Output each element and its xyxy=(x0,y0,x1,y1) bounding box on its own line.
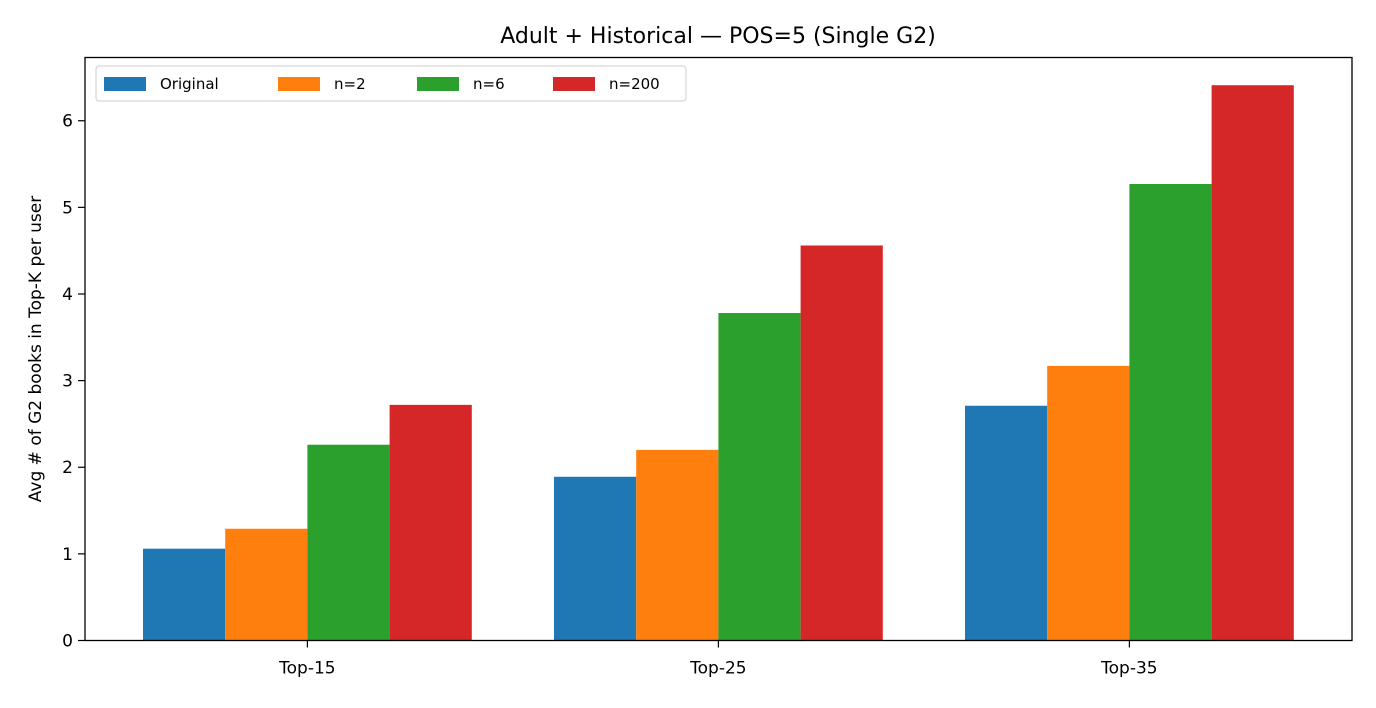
legend-label: n=200 xyxy=(609,75,660,93)
y-axis-label: Avg # of G2 books in Top-K per user xyxy=(26,196,46,502)
y-tick-label: 0 xyxy=(62,632,73,652)
bars-layer xyxy=(143,85,1294,641)
bar-n-200-top-15 xyxy=(389,404,472,641)
bar-n-200-top-35 xyxy=(1211,85,1294,641)
y-tick-label: 5 xyxy=(62,198,73,218)
bar-n-2-top-15 xyxy=(225,528,308,641)
y-tick-label: 3 xyxy=(62,372,73,392)
y-tick-label: 2 xyxy=(62,458,73,478)
plot-frame xyxy=(84,56,1353,642)
x-tick-label: Top-15 xyxy=(278,659,335,679)
bar-n-6-top-25 xyxy=(718,313,801,641)
legend-swatch xyxy=(417,77,459,91)
chart-title: Adult + Historical — POS=5 (Single G2) xyxy=(500,24,936,49)
legend: Original n=2 n=6 n=200 xyxy=(95,65,687,102)
y-tick-label: 4 xyxy=(62,285,73,305)
legend-swatch xyxy=(553,77,595,91)
legend-label: n=6 xyxy=(473,75,505,93)
y-tick-label: 1 xyxy=(62,545,73,565)
bar-n-2-top-35 xyxy=(1047,365,1130,641)
ticks-layer: 0 1 2 3 4 5 6 Top-15 Top-25 Top-35 xyxy=(62,112,1157,679)
bar-n-6-top-15 xyxy=(307,444,390,641)
bar-n-6-top-35 xyxy=(1129,183,1212,641)
x-tick-label: Top-25 xyxy=(689,659,746,679)
y-tick-label: 6 xyxy=(62,112,73,132)
legend-swatch xyxy=(104,77,146,91)
bar-n-200-top-25 xyxy=(800,245,883,641)
x-tick-label: Top-35 xyxy=(1100,659,1157,679)
legend-box xyxy=(95,65,687,102)
bar-n-2-top-25 xyxy=(636,449,719,641)
bar-original-top-35 xyxy=(965,405,1048,641)
bar-original-top-25 xyxy=(554,476,637,641)
legend-label: n=2 xyxy=(334,75,366,93)
legend-swatch xyxy=(278,77,320,91)
legend-label: Original xyxy=(160,75,219,93)
bar-original-top-15 xyxy=(143,548,226,641)
